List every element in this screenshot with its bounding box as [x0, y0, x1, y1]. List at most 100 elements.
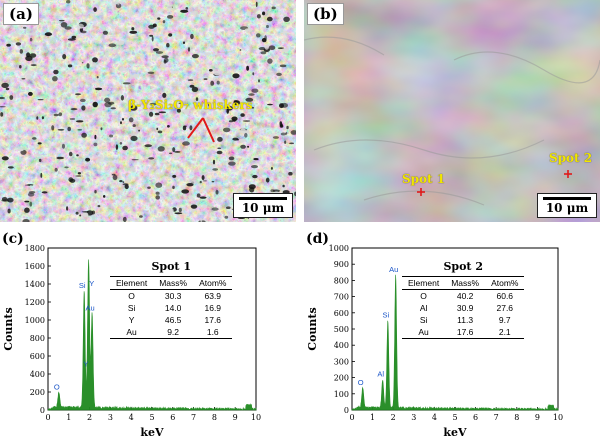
- pore: [163, 57, 169, 63]
- pore: [119, 67, 124, 72]
- pore: [81, 211, 90, 213]
- y-tick-label: 0: [40, 406, 45, 415]
- pore: [186, 183, 194, 187]
- pore: [162, 92, 167, 98]
- pore: [46, 89, 50, 94]
- pore: [20, 182, 24, 186]
- y-tick-label: 800: [334, 276, 349, 285]
- table-header: Element: [110, 276, 154, 290]
- pore: [108, 101, 115, 105]
- x-tick-label: 8: [212, 413, 217, 422]
- y-tick-label: 0: [344, 406, 349, 415]
- pore: [92, 57, 98, 63]
- table-row: Si 11.3 9.7: [402, 314, 524, 326]
- pore: [249, 186, 255, 193]
- pore: [196, 193, 201, 198]
- pore: [44, 32, 53, 37]
- pore: [181, 48, 184, 52]
- pore: [228, 161, 236, 166]
- pore: [15, 29, 22, 33]
- eds-chart-d: 0 100 200 300 400 500 600 700 800 900 1000 0 1 2 3 4 5 6 7…: [306, 231, 563, 439]
- pore: [95, 87, 103, 91]
- pore: [267, 58, 273, 64]
- table-cell: 9.2: [153, 326, 194, 339]
- pore: [267, 149, 274, 153]
- pore: [141, 53, 145, 57]
- pore: [191, 86, 199, 92]
- pore: [230, 124, 233, 128]
- x-tick-label: 6: [170, 413, 175, 422]
- pore: [1, 156, 9, 161]
- pore: [191, 100, 195, 102]
- pore: [133, 36, 139, 39]
- pore: [132, 124, 136, 128]
- table-header: Element: [402, 276, 446, 290]
- table-row: O 30.3 63.9: [110, 290, 232, 303]
- pore: [199, 180, 202, 184]
- y-tick-label: 400: [334, 341, 349, 350]
- pore: [100, 154, 103, 156]
- pore: [202, 204, 208, 209]
- pore: [6, 139, 14, 142]
- pore: [0, 115, 4, 121]
- pore: [181, 149, 187, 153]
- pore: [113, 49, 119, 53]
- pore: [19, 65, 22, 69]
- pore: [251, 107, 255, 109]
- table-cell: 1.6: [193, 326, 233, 339]
- pore: [109, 35, 118, 38]
- pore: [226, 206, 231, 209]
- pore: [76, 13, 80, 16]
- pore: [264, 44, 270, 50]
- pore: [172, 147, 176, 153]
- pore: [211, 68, 217, 72]
- pore: [285, 132, 288, 135]
- pore: [41, 191, 48, 194]
- composition-table-d: Spot 2 Element Mass% Atom% O 40.2 60.6 A…: [402, 260, 525, 339]
- table-cell: Au: [110, 326, 154, 339]
- pore: [99, 103, 102, 107]
- pore: [92, 41, 99, 43]
- pore: [154, 14, 161, 18]
- pore: [70, 205, 74, 207]
- pore: [103, 5, 106, 8]
- pore: [117, 1, 120, 6]
- pore: [151, 36, 154, 42]
- pore: [211, 207, 219, 211]
- pore: [139, 215, 143, 218]
- pore: [251, 165, 258, 169]
- pore: [240, 144, 246, 149]
- pore: [31, 42, 39, 45]
- pore: [119, 180, 123, 183]
- pore: [67, 64, 73, 68]
- spot1-label: Spot 1: [402, 172, 446, 186]
- pore: [69, 15, 74, 18]
- pore: [52, 76, 58, 82]
- pore: [197, 157, 205, 160]
- pore: [215, 190, 219, 195]
- composition-table-c: Spot 1 Element Mass% Atom% O 30.3 63.9 S…: [110, 260, 233, 339]
- pore: [283, 16, 290, 22]
- pore: [59, 167, 67, 171]
- table-cell: 60.6: [496, 291, 514, 301]
- pore: [212, 168, 219, 171]
- pore: [193, 149, 197, 151]
- pore: [246, 11, 252, 16]
- pore: [93, 109, 97, 115]
- pore: [75, 36, 83, 39]
- pore: [204, 159, 211, 162]
- pore: [1, 82, 9, 89]
- x-tick-label: 9: [535, 413, 540, 422]
- pore: [49, 84, 56, 86]
- pore: [208, 69, 213, 72]
- y-tick-label: 1000: [329, 244, 349, 253]
- table-cell: 9.7: [498, 315, 511, 325]
- pore: [172, 16, 179, 21]
- pore: [161, 55, 169, 59]
- pore: [149, 34, 154, 37]
- sem-micrograph-b: [304, 0, 600, 222]
- pore: [253, 158, 259, 161]
- pore: [286, 125, 289, 130]
- pore: [54, 167, 58, 172]
- pore: [138, 125, 143, 128]
